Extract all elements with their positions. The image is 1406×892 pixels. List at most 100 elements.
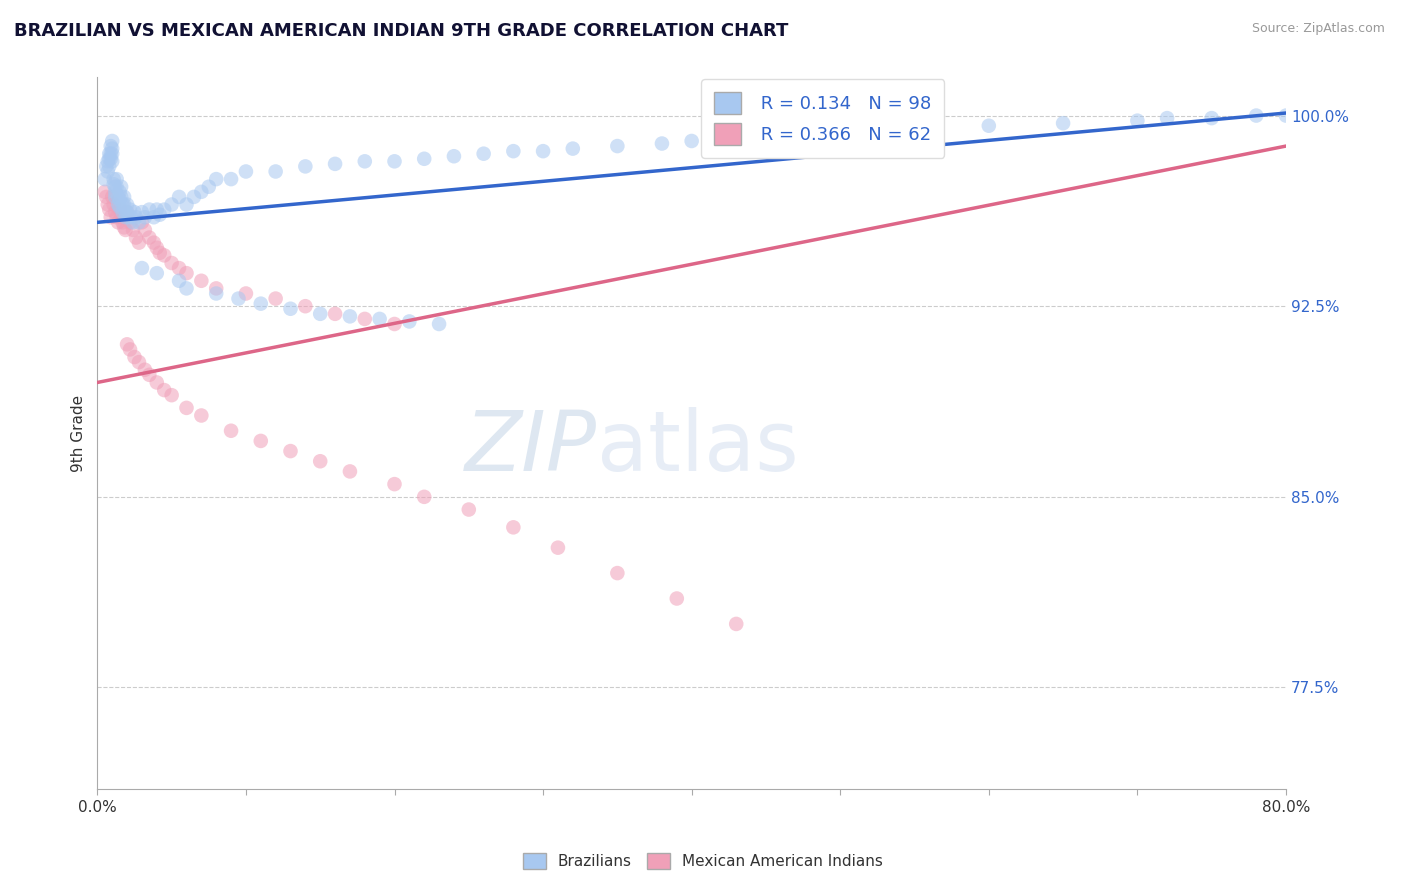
Y-axis label: 9th Grade: 9th Grade <box>72 395 86 472</box>
Point <box>146 376 169 390</box>
Point <box>146 241 169 255</box>
Point <box>98 146 121 161</box>
Point <box>160 256 183 270</box>
Point <box>96 160 118 174</box>
Point <box>117 211 139 225</box>
Point <box>107 190 129 204</box>
Point <box>427 317 450 331</box>
Point <box>104 179 127 194</box>
Point <box>205 172 228 186</box>
Point <box>128 235 150 250</box>
Point <box>176 401 198 415</box>
Point <box>190 185 212 199</box>
Point <box>606 139 628 153</box>
Point <box>98 202 121 217</box>
Point <box>97 164 120 178</box>
Point <box>606 566 628 580</box>
Point <box>131 205 153 219</box>
Point <box>457 502 479 516</box>
Point <box>353 312 375 326</box>
Point <box>205 281 228 295</box>
Point <box>114 205 136 219</box>
Point <box>108 200 131 214</box>
Point <box>149 245 172 260</box>
Point <box>153 248 176 262</box>
Point <box>651 136 673 151</box>
Point <box>118 202 141 217</box>
Point <box>128 215 150 229</box>
Point <box>472 146 495 161</box>
Point <box>353 154 375 169</box>
Point <box>107 215 129 229</box>
Point <box>183 190 205 204</box>
Point <box>309 307 332 321</box>
Point <box>547 541 569 555</box>
Point <box>323 157 346 171</box>
Point <box>176 281 198 295</box>
Point <box>190 409 212 423</box>
Point <box>309 454 332 468</box>
Point <box>146 266 169 280</box>
Point <box>249 296 271 310</box>
Point <box>111 215 134 229</box>
Point <box>249 434 271 448</box>
Point <box>105 211 128 225</box>
Point <box>755 128 778 143</box>
Point <box>134 211 156 225</box>
Point <box>264 164 287 178</box>
Point <box>121 211 143 225</box>
Point <box>413 490 436 504</box>
Point <box>101 146 124 161</box>
Point <box>108 185 131 199</box>
Point <box>531 144 554 158</box>
Point <box>219 172 242 186</box>
Point <box>205 286 228 301</box>
Point <box>142 235 165 250</box>
Point <box>665 591 688 606</box>
Point <box>115 337 138 351</box>
Legend: Brazilians, Mexican American Indians: Brazilians, Mexican American Indians <box>516 847 890 875</box>
Text: BRAZILIAN VS MEXICAN AMERICAN INDIAN 9TH GRADE CORRELATION CHART: BRAZILIAN VS MEXICAN AMERICAN INDIAN 9TH… <box>14 22 789 40</box>
Point <box>176 197 198 211</box>
Point <box>1126 113 1149 128</box>
Point <box>124 350 146 364</box>
Point <box>115 205 138 219</box>
Point <box>146 202 169 217</box>
Point <box>105 179 128 194</box>
Point <box>131 261 153 276</box>
Point <box>101 142 124 156</box>
Point <box>101 190 124 204</box>
Point <box>104 185 127 199</box>
Point <box>710 131 733 145</box>
Point <box>115 197 138 211</box>
Point <box>111 197 134 211</box>
Point <box>114 223 136 237</box>
Point <box>235 164 257 178</box>
Point <box>118 215 141 229</box>
Point <box>160 388 183 402</box>
Point <box>219 424 242 438</box>
Point <box>96 190 118 204</box>
Point <box>138 230 160 244</box>
Point <box>264 292 287 306</box>
Point <box>100 139 122 153</box>
Point <box>108 202 131 217</box>
Point <box>681 134 703 148</box>
Point <box>413 152 436 166</box>
Point <box>903 121 925 136</box>
Point <box>384 477 406 491</box>
Point <box>134 223 156 237</box>
Point <box>190 274 212 288</box>
Point <box>100 152 122 166</box>
Point <box>100 146 122 161</box>
Point <box>97 197 120 211</box>
Point <box>107 197 129 211</box>
Point <box>339 310 361 324</box>
Point <box>97 154 120 169</box>
Point <box>323 307 346 321</box>
Point <box>1156 111 1178 125</box>
Point <box>103 197 125 211</box>
Point <box>167 274 190 288</box>
Point <box>103 172 125 186</box>
Point <box>111 205 134 219</box>
